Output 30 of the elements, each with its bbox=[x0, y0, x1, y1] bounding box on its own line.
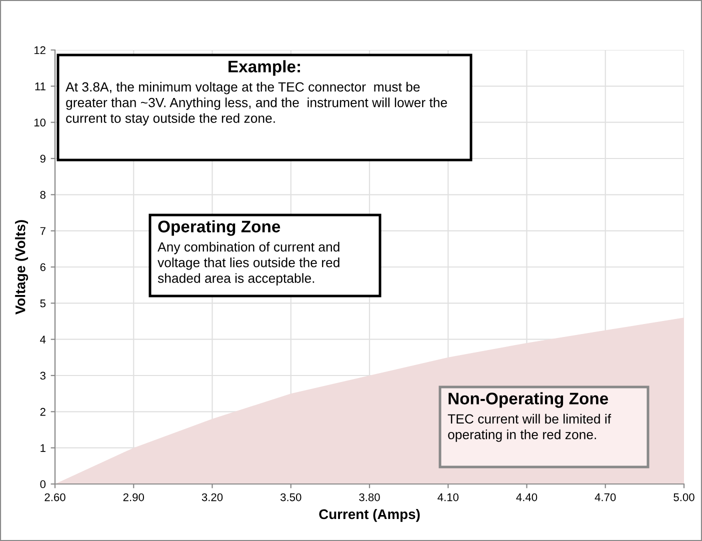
y-axis-title: Voltage (Volts) bbox=[15, 220, 28, 314]
annotation: Any combination of current and voltage that lies outside the red shaded area is acceptable. bbox=[158, 242, 340, 286]
annotation: Example: bbox=[228, 60, 300, 76]
y-tick-label: 3 bbox=[40, 372, 46, 380]
x-tick-label: 2.90 bbox=[123, 493, 144, 502]
annotation: TEC current will be limited if operating in the red zone. bbox=[448, 414, 612, 442]
x-tick-label: 4.10 bbox=[438, 493, 459, 502]
y-tick-label: 6 bbox=[40, 263, 46, 272]
y-tick-label: 9 bbox=[40, 154, 46, 163]
annotation: At 3.8A, the minimum voltage at the TEC connector must be greater than ~3V. Anything less, and the instrument will lower the current to stay outside the red zone. bbox=[66, 82, 447, 126]
x-axis-title: Current (Amps) bbox=[319, 508, 420, 522]
x-tick-label: 2.60 bbox=[44, 493, 66, 502]
x-tick-label: 3.20 bbox=[202, 493, 223, 502]
annotation: Operating Zone bbox=[158, 220, 280, 236]
y-tick-label: 5 bbox=[40, 300, 46, 308]
x-tick-label: 4.40 bbox=[516, 493, 538, 502]
y-tick-label: 0 bbox=[40, 480, 46, 488]
y-tick-label: 4 bbox=[40, 336, 46, 344]
y-tick-label: 2 bbox=[40, 408, 46, 416]
y-tick-label: 8 bbox=[40, 190, 46, 199]
annotation: Non-Operating Zone bbox=[448, 392, 608, 408]
y-tick-label: 7 bbox=[40, 227, 46, 235]
x-tick-label: 5.00 bbox=[674, 493, 694, 502]
x-tick-label: 4.70 bbox=[594, 493, 616, 502]
y-tick-label: 11 bbox=[35, 82, 46, 90]
x-tick-label: 3.80 bbox=[359, 493, 380, 502]
x-tick-label: 3.50 bbox=[280, 493, 302, 502]
y-tick-label: 10 bbox=[34, 118, 46, 126]
y-tick-label: 12 bbox=[34, 46, 46, 54]
y-tick-label: 1 bbox=[40, 444, 46, 452]
